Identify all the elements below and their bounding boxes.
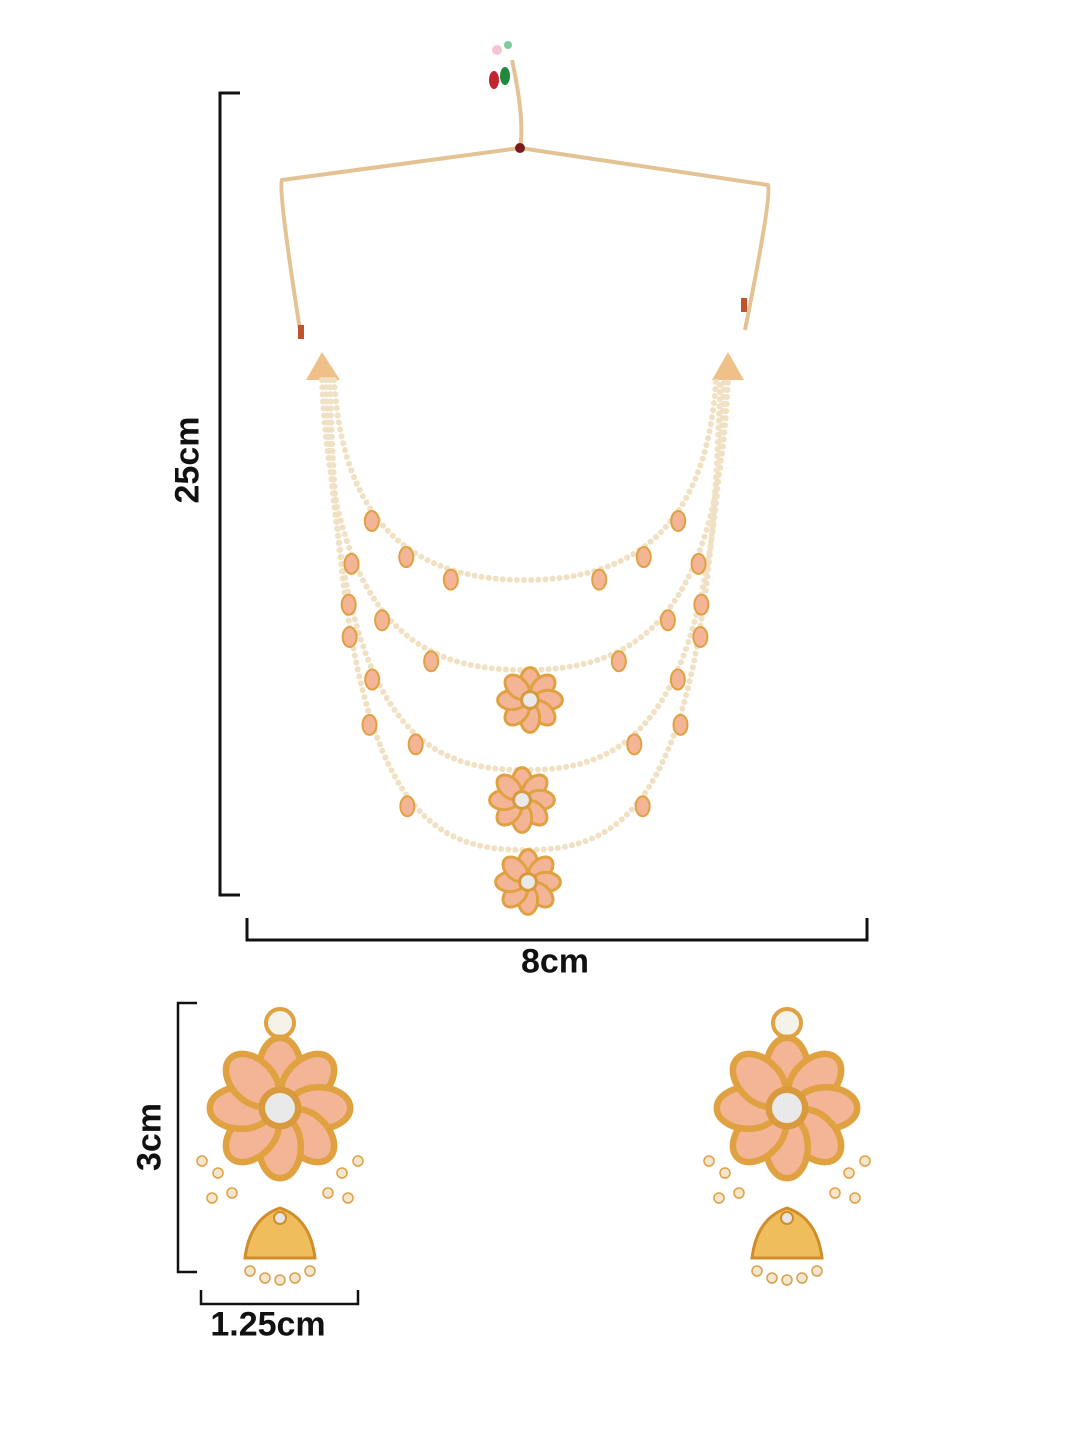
earring-height-label: 3cm [130, 1102, 169, 1172]
peach-drop [361, 713, 378, 736]
flower-pendant-2 [488, 766, 556, 834]
peach-drop [672, 713, 689, 736]
peach-drop [659, 609, 676, 632]
earring-height-dimension-line [176, 1001, 197, 1274]
necklace-width-dimension-line [245, 918, 869, 942]
flower-pendant-1 [496, 666, 564, 734]
earring-left [197, 1009, 363, 1285]
necklace-height-label: 25cm [168, 416, 207, 504]
pearl-strand [331, 377, 719, 584]
earring-width-label: 1.25cm [210, 1305, 326, 1344]
peach-drop [692, 625, 709, 648]
peach-drop [374, 609, 391, 632]
necklace-cord [279, 59, 771, 331]
peach-drop [398, 546, 415, 569]
tassel [489, 41, 525, 153]
peach-drop [423, 650, 440, 673]
peach-drop [340, 593, 357, 616]
clasp-caps [298, 298, 747, 380]
peach-drop [693, 593, 710, 616]
peach-drops [340, 509, 710, 818]
peach-drop [407, 733, 424, 756]
peach-drop [669, 668, 686, 691]
necklace-height-dimension-line [218, 91, 240, 897]
peach-drop [363, 509, 380, 532]
peach-drop [635, 546, 652, 569]
earring-width-dimension-line [199, 1290, 360, 1306]
necklace-width-label: 8cm [520, 942, 590, 981]
earring-right [704, 1009, 870, 1285]
peach-drop [442, 568, 459, 591]
peach-drop [364, 668, 381, 691]
peach-drop [610, 650, 627, 673]
peach-drop [626, 733, 643, 756]
peach-drop [670, 509, 687, 532]
peach-drop [690, 552, 707, 575]
peach-drop [591, 568, 608, 591]
peach-drop [341, 625, 358, 648]
peach-drop [399, 795, 416, 818]
flower-pendant-3 [494, 848, 562, 916]
peach-drop [634, 795, 651, 818]
peach-drop [343, 552, 360, 575]
